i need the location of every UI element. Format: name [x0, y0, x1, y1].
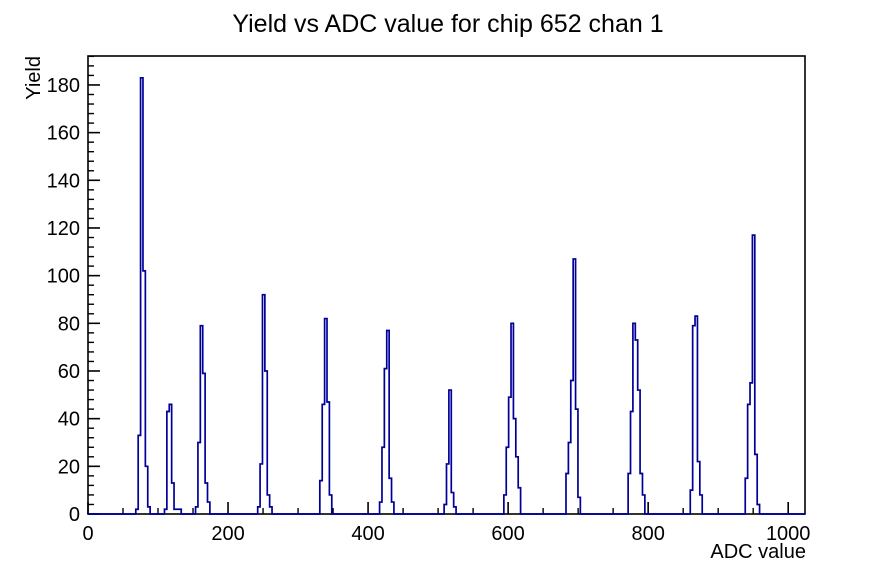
- x-tick-label: 1000: [766, 523, 811, 545]
- x-tick-label: 800: [631, 523, 664, 545]
- y-tick-label: 100: [47, 266, 80, 288]
- chart-title: Yield vs ADC value for chip 652 chan 1: [232, 10, 664, 38]
- x-tick-label: 400: [351, 523, 384, 545]
- x-tick-label: 600: [491, 523, 524, 545]
- y-tick-label: 160: [47, 123, 80, 145]
- histogram-line: [88, 76, 805, 515]
- y-tick-label: 0: [69, 504, 80, 526]
- x-axis-title: ADC value: [710, 541, 806, 563]
- y-tick-label: 80: [58, 313, 80, 335]
- y-tick-label: 140: [47, 170, 80, 192]
- y-tick-label: 40: [58, 409, 80, 431]
- y-tick-label: 20: [58, 456, 80, 478]
- x-tick-label: 0: [82, 523, 93, 545]
- x-tick-label: 200: [211, 523, 244, 545]
- y-tick-label: 120: [47, 218, 80, 240]
- y-tick-label: 180: [47, 75, 80, 97]
- y-tick-label: 60: [58, 361, 80, 383]
- y-axis-title: Yield: [23, 56, 45, 100]
